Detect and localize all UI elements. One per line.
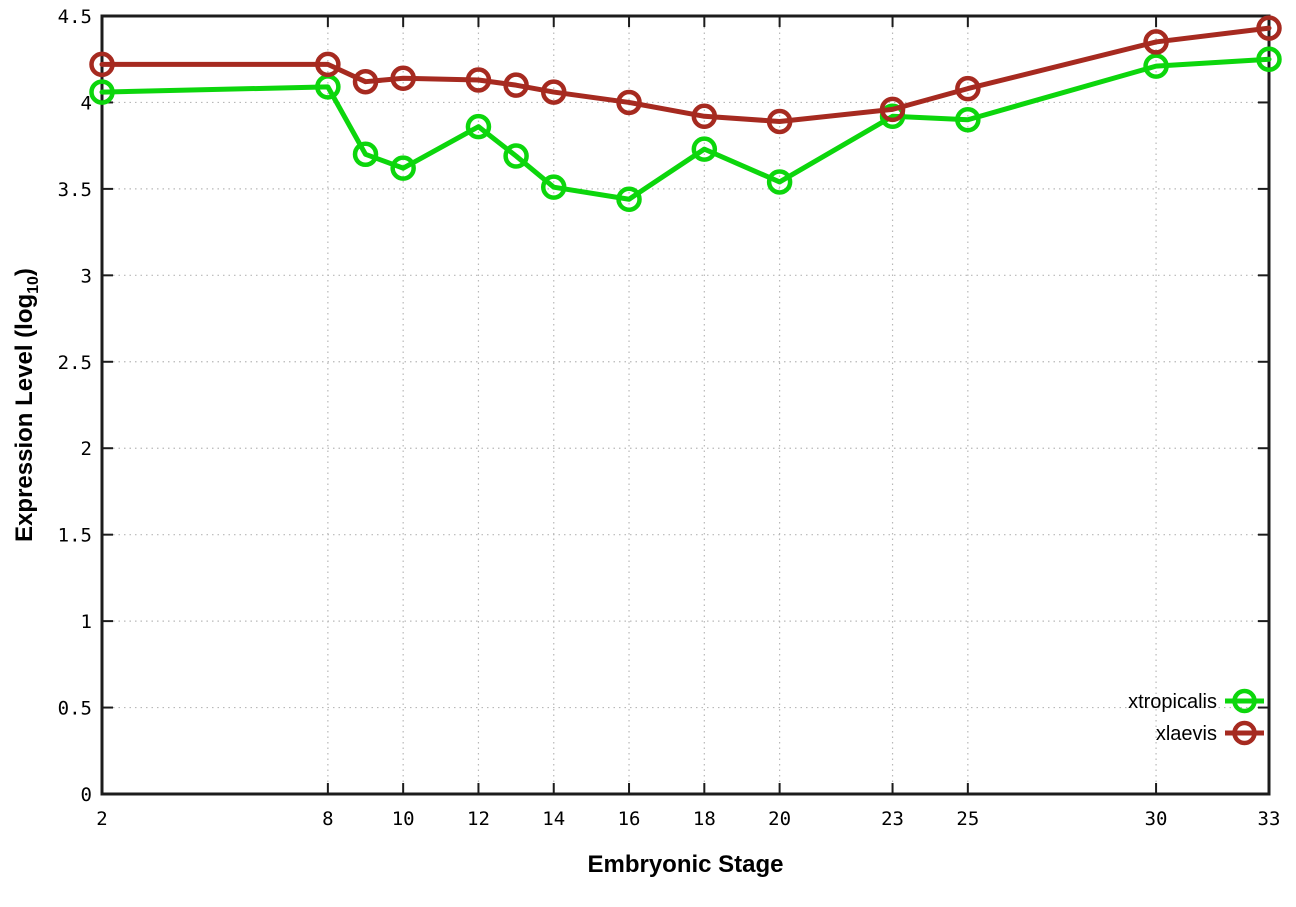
data-point-xtropicalis	[390, 155, 416, 181]
data-point-xtropicalis	[955, 106, 981, 133]
data-point-xtropicalis	[503, 143, 529, 169]
y-tick-label: 2	[81, 438, 92, 460]
x-tick-label: 2	[96, 808, 107, 830]
data-point-xtropicalis	[1143, 53, 1169, 79]
y-tick-label: 4	[81, 92, 92, 114]
data-point-xlaevis	[503, 72, 529, 98]
x-tick-label: 14	[542, 808, 565, 830]
legend-marker-sample	[1232, 720, 1257, 746]
series-xtropicalis	[89, 46, 1282, 213]
x-tick-label: 20	[768, 808, 791, 830]
y-tick-label: 0.5	[58, 698, 92, 720]
x-tick-label: 10	[392, 808, 415, 830]
y-tick-label: 3	[81, 265, 92, 287]
gridlines	[102, 16, 1269, 794]
data-point-xlaevis	[315, 51, 341, 78]
x-tick-label: 33	[1258, 808, 1281, 830]
x-tick-label: 18	[693, 808, 716, 830]
tick-marks	[101, 15, 1270, 795]
series-xlaevis	[89, 15, 1282, 135]
data-point-xlaevis	[540, 79, 567, 105]
legend-label-xtropicalis: xtropicalis	[1128, 691, 1217, 713]
x-tick-label: 25	[956, 808, 979, 830]
legend-item-xlaevis: xlaevis	[1156, 720, 1264, 746]
data-point-xlaevis	[955, 75, 981, 102]
data-point-xlaevis	[89, 51, 115, 78]
tick-labels: 2 8 10 12 14 16 18 20 23 25 30 33 0 0.5 1 1.5 2 2.5 3 3.5 4 4…	[58, 6, 1281, 830]
data-point-xlaevis	[616, 89, 642, 116]
data-point-xlaevis	[390, 65, 416, 91]
data-point-xtropicalis	[352, 141, 379, 168]
data-point-xtropicalis	[766, 169, 793, 195]
x-tick-label: 8	[322, 808, 333, 830]
data-point-xtropicalis	[1256, 46, 1282, 72]
data-point-xlaevis	[465, 67, 492, 93]
series-line-xtropicalis	[99, 56, 1272, 202]
data-point-xlaevis	[879, 96, 906, 123]
x-tick-label: 23	[881, 808, 904, 830]
data-point-xtropicalis	[540, 174, 567, 200]
plot-border	[100, 14, 1271, 796]
data-point-xlaevis	[1256, 15, 1282, 41]
x-axis-title: Embryonic Stage	[587, 851, 783, 878]
legend-marker-sample	[1232, 688, 1257, 714]
legend-label-xlaevis: xlaevis	[1156, 723, 1217, 745]
x-tick-label: 30	[1145, 808, 1168, 830]
legend-item-xtropicalis: xtropicalis	[1128, 688, 1264, 714]
y-tick-label: 2.5	[58, 352, 92, 374]
data-point-xlaevis	[691, 103, 718, 130]
x-tick-label: 16	[618, 808, 641, 830]
data-point-xlaevis	[352, 68, 379, 95]
data-point-xtropicalis	[691, 136, 718, 162]
y-tick-label: 3.5	[58, 179, 92, 201]
y-tick-label: 0	[81, 784, 92, 806]
series-line-xlaevis	[99, 25, 1272, 124]
y-axis-title: Expression Level (log10)	[11, 268, 42, 542]
legend: xtropicalis xlaevis	[1128, 688, 1264, 746]
data-point-xtropicalis	[89, 79, 115, 105]
x-tick-label: 12	[467, 808, 490, 830]
data-point-xtropicalis	[616, 186, 642, 213]
y-tick-label: 4.5	[58, 6, 92, 28]
data-point-xlaevis	[766, 108, 793, 135]
y-tick-label: 1.5	[58, 525, 92, 547]
data-point-xtropicalis	[465, 113, 492, 140]
data-point-xlaevis	[1143, 29, 1169, 55]
y-tick-label: 1	[81, 611, 92, 633]
